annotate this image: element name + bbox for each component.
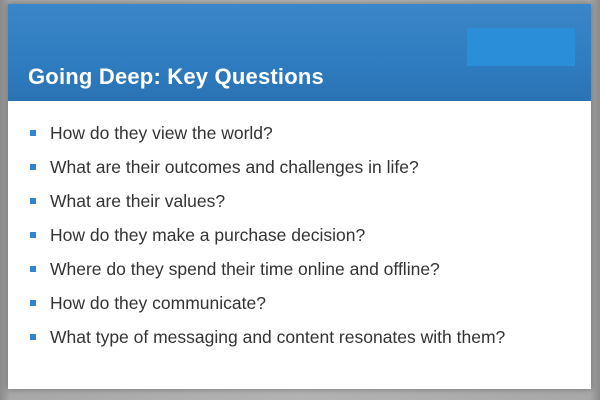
bullet-text: Where do they spend their time online an… — [50, 259, 440, 279]
bullet-square-icon — [30, 164, 36, 170]
bullet-square-icon — [30, 232, 36, 238]
bullet-item: How do they view the world? — [28, 116, 505, 150]
slide-header: Going Deep: Key Questions — [8, 4, 591, 101]
bullet-item: Where do they spend their time online an… — [28, 252, 505, 286]
bullet-text: What type of messaging and content reson… — [50, 327, 506, 347]
bullet-square-icon — [30, 334, 36, 340]
bullet-text: What are their values? — [50, 191, 226, 211]
bullet-text: How do they communicate? — [50, 293, 266, 313]
bullet-item: How do they make a purchase decision? — [28, 218, 505, 252]
bullet-item: How do they communicate? — [28, 286, 505, 320]
bullet-item: What are their outcomes and challenges i… — [28, 150, 505, 184]
bullet-text: How do they view the world? — [50, 123, 273, 143]
slide: Going Deep: Key Questions How do they vi… — [8, 4, 591, 389]
bullet-item: What type of messaging and content reson… — [28, 320, 505, 354]
bullet-square-icon — [30, 266, 36, 272]
slide-title: Going Deep: Key Questions — [28, 64, 324, 89]
bullet-text: How do they make a purchase decision? — [50, 225, 366, 245]
bullet-text: What are their outcomes and challenges i… — [50, 157, 419, 177]
bullet-square-icon — [30, 130, 36, 136]
header-accent-box — [467, 28, 575, 66]
bullet-item: What are their values? — [28, 184, 505, 218]
bullet-square-icon — [30, 198, 36, 204]
bullet-list: How do they view the world? What are the… — [28, 116, 505, 354]
bullet-square-icon — [30, 300, 36, 306]
